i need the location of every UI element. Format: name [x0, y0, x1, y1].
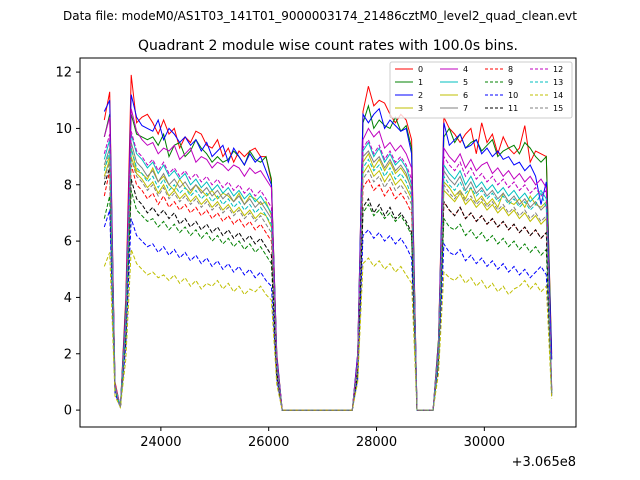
x-tick-label: 28000: [356, 435, 397, 450]
chart-title: Quadrant 2 module wise count rates with …: [138, 38, 518, 54]
y-tick-label: 6: [64, 235, 72, 250]
data-file-suptitle: Data file: modeM0/AS1T03_141T01_90000031…: [63, 9, 577, 23]
series-line-0: [103, 74, 553, 411]
legend-label-1: 1: [418, 78, 423, 87]
legend-label-13: 13: [553, 78, 563, 87]
x-tick-label: 26000: [248, 435, 289, 450]
series-line-12: [103, 131, 553, 411]
series-line-15: [103, 159, 553, 411]
legend-label-9: 9: [508, 78, 513, 87]
y-tick-label: 4: [64, 291, 72, 306]
series-line-9: [103, 190, 553, 411]
y-tick-label: 8: [64, 178, 72, 193]
series-line-1: [103, 104, 553, 411]
plot-area-frame: [79, 57, 577, 428]
series-lines: [103, 74, 553, 411]
y-tick-label: 0: [64, 404, 72, 419]
x-tick-label: 30000: [464, 435, 505, 450]
y-tick-label: 12: [55, 66, 72, 81]
series-line-10: [103, 209, 553, 411]
legend-label-14: 14: [553, 91, 563, 100]
legend-label-11: 11: [508, 104, 518, 113]
y-tick-label: 10: [55, 122, 72, 137]
legend-frame: [389, 61, 573, 119]
legend-label-3: 3: [418, 104, 423, 113]
x-tick-label: 24000: [140, 435, 181, 450]
x-axis: 24000 26000 28000 30000: [140, 427, 505, 450]
legend-label-0: 0: [418, 65, 423, 74]
legend-label-8: 8: [508, 65, 513, 74]
series-line-14: [103, 249, 553, 411]
legend-label-10: 10: [508, 91, 518, 100]
legend-label-12: 12: [553, 65, 563, 74]
x-axis-offset-label: +3.065e8: [512, 455, 576, 470]
legend-label-15: 15: [553, 104, 563, 113]
series-line-7: [103, 142, 553, 411]
series-line-5: [103, 133, 553, 411]
legend-label-4: 4: [463, 65, 468, 74]
y-axis: 0 2 4 6 8 10 12: [55, 66, 80, 419]
legend-label-2: 2: [418, 91, 423, 100]
legend-label-6: 6: [463, 91, 468, 100]
series-line-4: [103, 108, 553, 411]
legend-label-5: 5: [463, 78, 468, 87]
series-line-8: [103, 164, 553, 411]
y-tick-label: 2: [64, 347, 72, 362]
legend-label-7: 7: [463, 104, 468, 113]
